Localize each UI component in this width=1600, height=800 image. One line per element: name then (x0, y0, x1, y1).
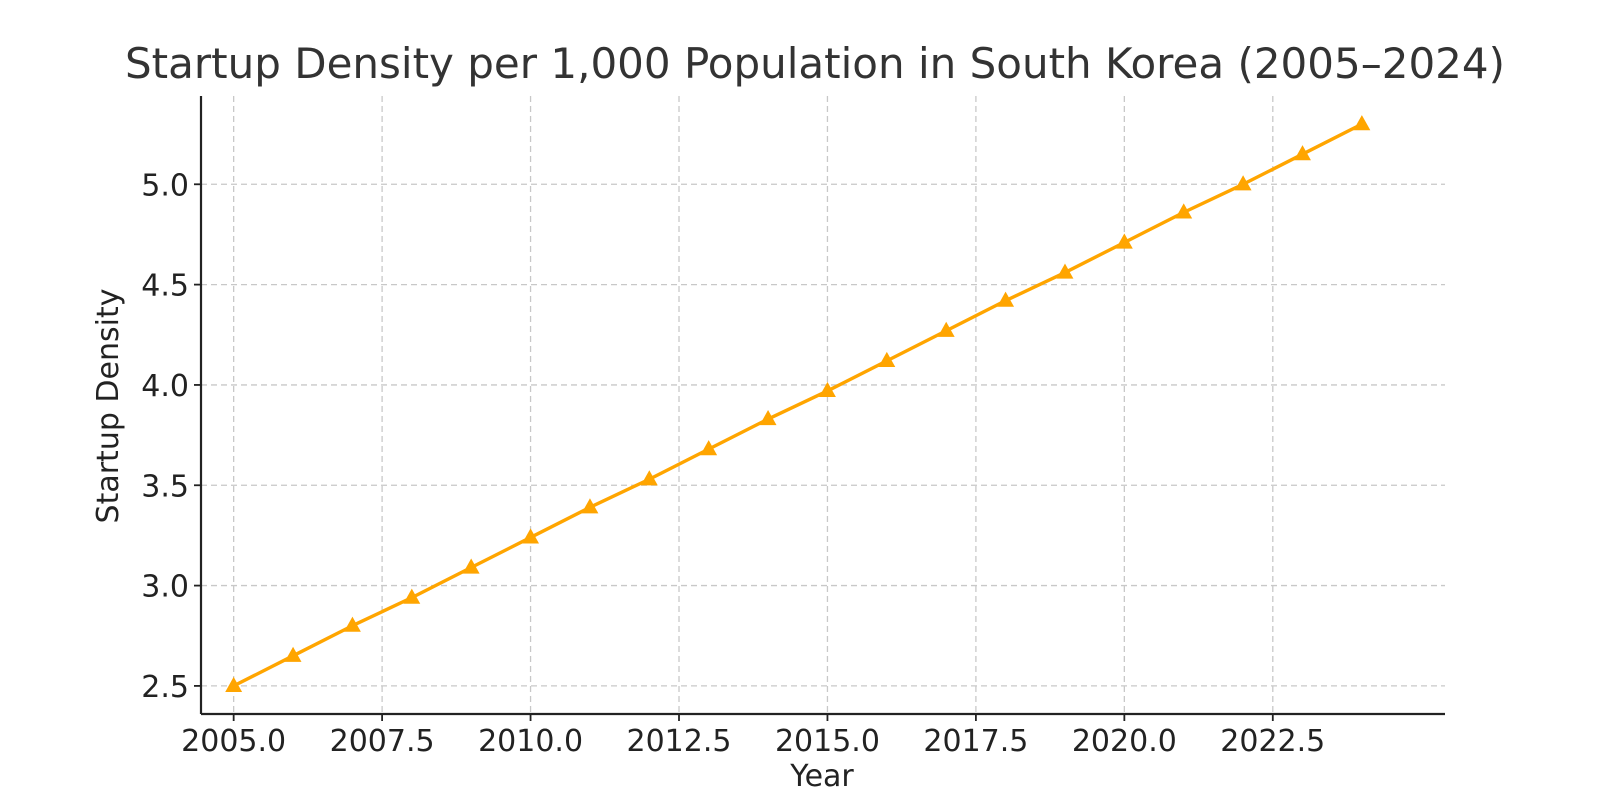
data-point-marker (997, 291, 1015, 307)
data-point-marker (700, 440, 718, 456)
data-point-marker (1234, 175, 1252, 191)
y-axis-label: Startup Density (91, 289, 126, 524)
x-tick-label: 2020.0 (1072, 724, 1177, 759)
y-tick-label: 5.0 (141, 168, 189, 203)
data-point-marker (225, 676, 243, 693)
series-layer (225, 115, 1371, 693)
x-tick-label: 2007.5 (330, 724, 435, 759)
data-point-marker (403, 588, 421, 604)
data-point-marker (1353, 115, 1371, 131)
x-tick-label: 2015.0 (775, 724, 880, 759)
series-line (232, 122, 1363, 688)
data-point-marker (878, 351, 896, 367)
data-point-marker (522, 528, 540, 544)
grid-lines (201, 96, 1445, 714)
data-point-marker (343, 616, 361, 632)
y-tick-label: 4.0 (141, 369, 189, 404)
x-tick-label: 2010.0 (478, 724, 583, 759)
tick-labels: 2005.0 2007.5 2010.0 2012.5 2015.0 2017.5 2020… (141, 168, 1325, 759)
data-point-marker (581, 498, 599, 514)
x-tick-label: 2005.0 (181, 724, 286, 759)
data-point-marker (1294, 145, 1311, 161)
data-point-marker (1056, 263, 1074, 279)
y-tick-label: 4.5 (141, 269, 189, 304)
data-point-marker (284, 646, 302, 662)
data-point-marker (640, 470, 658, 486)
data-point-marker (818, 381, 836, 398)
x-tick-label: 2022.5 (1220, 724, 1325, 759)
x-tick-label: 2012.5 (627, 724, 732, 759)
y-tick-label: 3.5 (141, 469, 189, 504)
y-tick-label: 2.5 (141, 670, 189, 705)
data-point-marker (937, 321, 955, 337)
data-point-marker (759, 410, 777, 426)
x-tick-label: 2017.5 (923, 724, 1028, 759)
data-point-marker (1175, 203, 1193, 219)
data-point-marker (462, 558, 480, 574)
data-point-marker (1115, 233, 1133, 249)
x-axis-label: Year (789, 759, 854, 794)
axes (194, 96, 1445, 721)
y-tick-label: 3.0 (141, 570, 189, 605)
chart-title: Startup Density per 1,000 Population in … (125, 39, 1505, 88)
